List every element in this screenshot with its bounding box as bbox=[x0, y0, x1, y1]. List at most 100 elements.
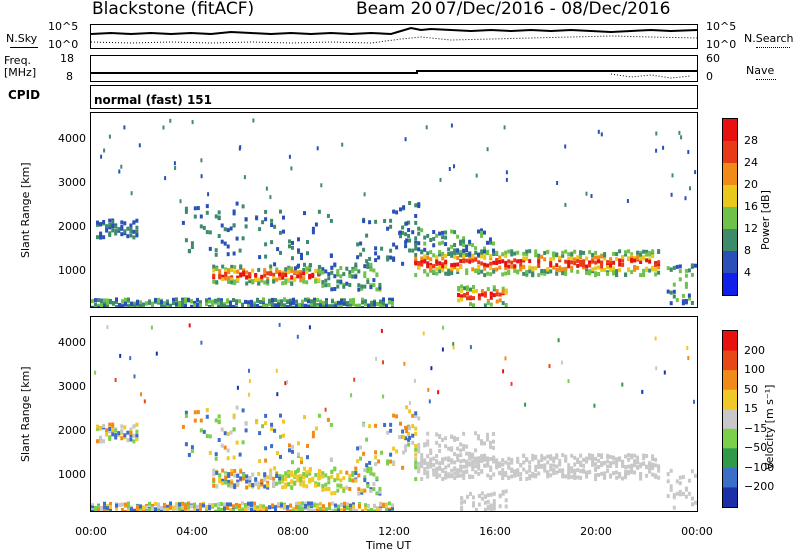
power-colorbar-bin-5 bbox=[723, 229, 737, 252]
power-cell-1341 bbox=[405, 238, 409, 243]
velocity-cell-477 bbox=[441, 460, 445, 465]
power-cell-534 bbox=[471, 258, 475, 263]
power-cell-22 bbox=[111, 228, 115, 233]
velocity-cell-71 bbox=[208, 450, 212, 455]
power-cell-1343 bbox=[408, 248, 412, 253]
power-cell-1219 bbox=[313, 297, 316, 302]
velocity-colorbar-bin-4 bbox=[723, 409, 737, 430]
velocity-cell-177 bbox=[260, 482, 264, 487]
power-colorbar bbox=[722, 118, 738, 296]
velocity-cell-467 bbox=[438, 461, 442, 466]
power-cell-1178 bbox=[283, 298, 286, 302]
power-cell-596 bbox=[510, 260, 514, 265]
velocity-cell-674 bbox=[558, 462, 562, 467]
power-cell-630 bbox=[531, 267, 535, 272]
velocity-cell-658 bbox=[549, 473, 553, 478]
velocity-cell-715 bbox=[585, 474, 589, 479]
power-cell-268 bbox=[324, 269, 328, 274]
power-cell-778 bbox=[624, 252, 628, 257]
power-cell-211 bbox=[284, 270, 288, 275]
power-speckle-20 bbox=[590, 194, 593, 198]
velocity-cell-1186 bbox=[298, 504, 301, 509]
velocity-cell-495 bbox=[453, 476, 457, 480]
power-cell-235 bbox=[299, 270, 303, 275]
power-cell-964 bbox=[94, 298, 97, 303]
power-cell-579 bbox=[501, 252, 505, 257]
velocity-cell-611 bbox=[522, 460, 526, 465]
velocity-cell-681 bbox=[564, 454, 568, 459]
power-cell-438 bbox=[420, 260, 424, 265]
power-cell-848 bbox=[423, 235, 427, 240]
velocity-cell-1319 bbox=[402, 434, 406, 439]
power-cell-62 bbox=[193, 214, 197, 219]
velocity-cell-1283 bbox=[385, 502, 388, 507]
velocity-cell-788 bbox=[627, 453, 631, 458]
power-cell-1018 bbox=[139, 303, 142, 307]
power-cell-510 bbox=[459, 265, 463, 270]
power-cell-1213 bbox=[307, 304, 310, 307]
power-cell-36 bbox=[123, 229, 127, 234]
velocity-speckle-30 bbox=[641, 389, 644, 394]
velocity-cell-1059 bbox=[184, 503, 187, 508]
velocity-cell-643 bbox=[543, 456, 547, 461]
power-cell-674 bbox=[561, 253, 565, 258]
velocity-cell-1260 bbox=[361, 509, 364, 511]
power-cell-581 bbox=[501, 259, 505, 264]
velocity-cell-313 bbox=[363, 488, 367, 493]
velocity-cell-1008 bbox=[142, 510, 145, 511]
power-cell-779 bbox=[624, 250, 628, 255]
power-cell-474 bbox=[438, 261, 442, 266]
power-cell-1152 bbox=[262, 297, 265, 302]
velocity-cell-450 bbox=[426, 470, 430, 475]
power-cell-488 bbox=[447, 271, 451, 276]
power-cell-547 bbox=[480, 249, 484, 254]
power-cell-87 bbox=[229, 226, 233, 231]
power-cell-1067 bbox=[181, 303, 184, 307]
nsearch-label: N.Search bbox=[744, 32, 794, 45]
power-cell-264 bbox=[321, 283, 325, 288]
velocity-cell-318 bbox=[366, 469, 370, 473]
power-cell-365 bbox=[297, 248, 300, 253]
power-cell-359 bbox=[291, 245, 294, 250]
velocity-cell-853 bbox=[435, 454, 439, 458]
power-cell-855 bbox=[432, 243, 436, 248]
velocity-cell-473 bbox=[441, 457, 445, 462]
velocity-cell-202 bbox=[278, 474, 282, 478]
velocity-cell-346 bbox=[270, 422, 274, 427]
power-cell-493 bbox=[450, 263, 454, 268]
power-cell-988 bbox=[115, 299, 118, 304]
power-cell-383 bbox=[329, 253, 333, 258]
power-cell-301 bbox=[351, 268, 355, 273]
velocity-cell-983 bbox=[124, 502, 127, 507]
velocity-ytick-3: 4000 bbox=[58, 336, 86, 350]
velocity-cell-616 bbox=[525, 470, 529, 475]
velocity-speckle-35 bbox=[693, 399, 695, 404]
velocity-cell-982 bbox=[124, 510, 127, 511]
power-cell-874 bbox=[456, 234, 460, 239]
power-cell-294 bbox=[345, 281, 349, 286]
velocity-cell-1261 bbox=[364, 503, 367, 508]
velocity-cell-375 bbox=[311, 430, 315, 435]
velocity-colorbar-tick-3: 15 bbox=[744, 402, 758, 416]
velocity-cell-1225 bbox=[328, 506, 331, 511]
velocity-cell-390 bbox=[362, 423, 366, 428]
power-cell-980 bbox=[106, 302, 109, 307]
velocity-cell-238 bbox=[302, 480, 306, 485]
power-cell-928 bbox=[472, 296, 475, 301]
velocity-cell-731 bbox=[594, 477, 598, 482]
power-cell-1156 bbox=[268, 302, 271, 307]
power-cell-90 bbox=[232, 251, 236, 256]
velocity-cell-1016 bbox=[151, 503, 154, 508]
velocity-cell-165 bbox=[251, 472, 255, 477]
velocity-speckle-6 bbox=[200, 340, 203, 345]
velocity-cell-1336 bbox=[417, 416, 421, 421]
velocity-cell-532 bbox=[474, 464, 478, 469]
power-speckle-30 bbox=[671, 173, 674, 178]
velocity-cell-1310 bbox=[687, 491, 691, 496]
power-cell-577 bbox=[498, 265, 502, 270]
power-cell-845 bbox=[417, 241, 421, 246]
velocity-cell-286 bbox=[336, 483, 340, 488]
velocity-cell-147 bbox=[239, 476, 243, 481]
power-cell-63 bbox=[193, 206, 197, 211]
power-cell-386 bbox=[359, 252, 363, 257]
